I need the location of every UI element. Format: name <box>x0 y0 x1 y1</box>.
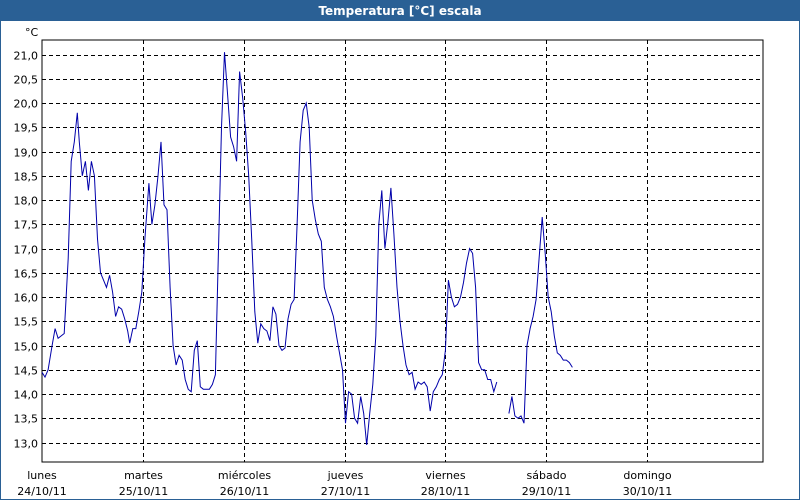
y-tick-label: 20,0 <box>14 98 39 111</box>
x-tick-day-label: jueves <box>327 469 364 482</box>
x-tick-date-label: 25/10/11 <box>119 485 168 498</box>
x-tick-day-label: sábado <box>527 469 567 482</box>
y-tick-label: 17,0 <box>14 244 39 257</box>
y-tick-label: 21,0 <box>14 50 39 63</box>
y-tick-label: 18,0 <box>14 195 39 208</box>
y-tick-label: 16,0 <box>14 292 39 305</box>
x-tick-day-label: lunes <box>27 469 57 482</box>
y-tick-label: 19,5 <box>14 122 39 135</box>
temperature-series-line <box>41 52 498 446</box>
y-tick-label: 14,5 <box>14 365 39 378</box>
y-axis-label: °C <box>25 26 39 39</box>
y-tick-label: 16,5 <box>14 268 39 281</box>
x-tick-date-label: 26/10/11 <box>220 485 269 498</box>
temperature-chart: 13,0 13,5 14,0 14,5 15,0 15,5 16,0 16,5 17,0 17,5… <box>14 26 764 498</box>
y-tick-label: 13,0 <box>14 438 39 451</box>
x-tick-date-label: 27/10/11 <box>321 485 370 498</box>
plot-area <box>41 39 764 463</box>
temperature-series-line <box>508 216 573 424</box>
y-tick-label: 19,0 <box>14 147 39 160</box>
x-tick-date-label: 30/10/11 <box>623 485 672 498</box>
x-tick-day-label: viernes <box>425 469 465 482</box>
x-tick-date-label: 24/10/11 <box>17 485 66 498</box>
x-tick-day-label: domingo <box>623 469 671 482</box>
x-tick-day-label: martes <box>124 469 163 482</box>
x-tick-date-label: 28/10/11 <box>421 485 470 498</box>
x-tick-day-label: miércoles <box>218 469 271 482</box>
y-tick-label: 18,5 <box>14 171 39 184</box>
y-tick-label: 20,5 <box>14 74 39 87</box>
y-tick-label: 13,5 <box>14 413 39 426</box>
y-tick-label: 14,0 <box>14 389 39 402</box>
chart-title: Temperatura [°C] escala <box>1 1 799 21</box>
x-tick-date-label: 29/10/11 <box>522 485 571 498</box>
y-tick-label: 15,0 <box>14 341 39 354</box>
y-tick-label: 17,5 <box>14 219 39 232</box>
y-tick-label: 15,5 <box>14 316 39 329</box>
